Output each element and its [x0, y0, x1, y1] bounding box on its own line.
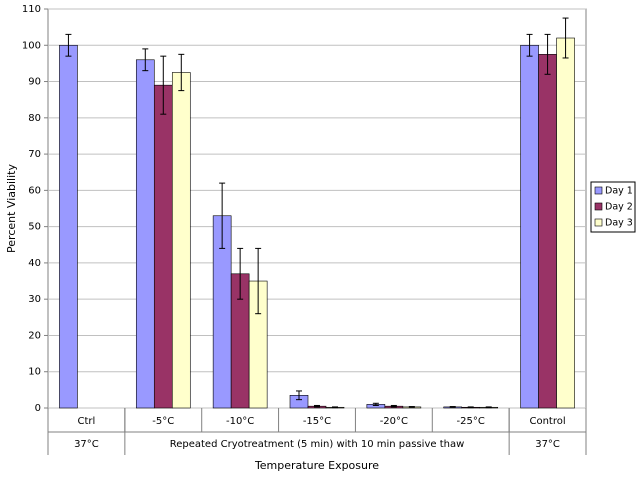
legend-label: Day 3	[605, 218, 633, 229]
y-tick-label: 20	[28, 330, 41, 341]
bar	[135, 59, 155, 409]
group-label: Repeated Cryotreatment (5 min) with 10 m…	[170, 439, 465, 450]
y-tick-label: 110	[22, 4, 41, 15]
x-tick-label: Ctrl	[78, 416, 96, 427]
x-tick-label: -20°C	[380, 416, 408, 427]
y-tick-label: 60	[28, 185, 41, 196]
x-tick-label: Control	[529, 416, 565, 427]
x-tick-label: -10°C	[226, 416, 254, 427]
x-tick-label: -25°C	[457, 416, 485, 427]
y-tick-label: 0	[35, 403, 41, 414]
bar	[520, 44, 539, 409]
y-tick-label: 10	[28, 367, 41, 378]
y-tick-label: 80	[28, 113, 41, 124]
x-tick-label: -15°C	[303, 416, 331, 427]
x-tick-label: -5°C	[152, 416, 174, 427]
legend-label: Day 2	[605, 202, 633, 213]
bar	[59, 44, 78, 409]
x-axis-title: Temperature Exposure	[254, 459, 379, 472]
bar	[171, 72, 191, 409]
group-label: 37°C	[74, 439, 99, 450]
y-tick-label: 100	[22, 40, 41, 51]
y-tick-label: 30	[28, 294, 41, 305]
y-tick-label: 50	[28, 222, 41, 233]
group-label: 37°C	[535, 439, 560, 450]
y-tick-label: 90	[28, 77, 41, 88]
legend-swatch	[594, 186, 603, 195]
plot-area	[47, 8, 587, 409]
bar	[153, 84, 173, 409]
bar	[556, 37, 575, 409]
y-axis-title: Percent Viability	[5, 164, 18, 253]
bar	[538, 54, 557, 409]
legend-swatch	[594, 202, 603, 211]
legend-label: Day 1	[605, 186, 633, 197]
y-tick-label: 40	[28, 258, 41, 269]
legend-swatch	[594, 218, 603, 227]
y-tick-label: 70	[28, 149, 41, 160]
